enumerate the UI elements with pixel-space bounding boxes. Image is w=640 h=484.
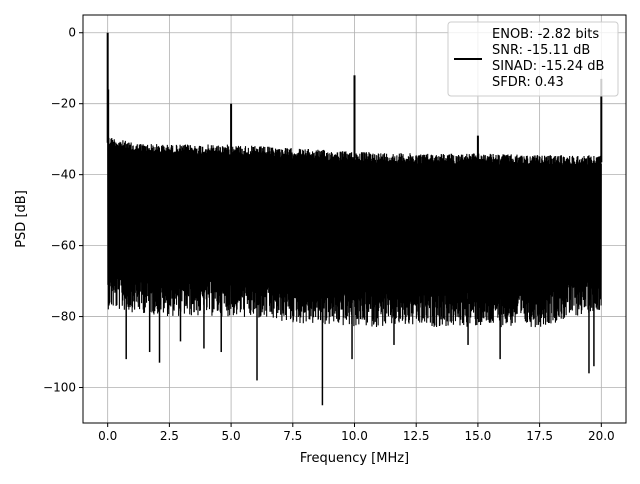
axis-ticks: 0.0 2.5 5.0 7.5 10.0 12.5 15.0 17.5 20.0 0 −20 −40 −… bbox=[43, 26, 615, 443]
x-tick-label: 0.0 bbox=[98, 429, 117, 443]
x-tick-label: 10.0 bbox=[341, 429, 368, 443]
y-tick-label: −100 bbox=[43, 381, 76, 395]
x-tick-label: 7.5 bbox=[283, 429, 302, 443]
psd-noise-trace bbox=[107, 137, 602, 328]
y-tick-label: −20 bbox=[51, 97, 76, 111]
x-tick-label: 15.0 bbox=[465, 429, 492, 443]
y-tick-label: −60 bbox=[51, 239, 76, 253]
legend-sfdr: SFDR: 0.43 bbox=[492, 75, 564, 90]
y-axis-label: PSD [dB] bbox=[14, 190, 29, 248]
x-axis-label: Frequency [MHz] bbox=[300, 451, 409, 466]
legend: ENOB: -2.82 bits SNR: -15.11 dB SINAD: -… bbox=[447, 21, 619, 97]
y-tick-label: −40 bbox=[51, 168, 76, 182]
y-tick-label: −80 bbox=[51, 310, 76, 324]
legend-snr: SNR: -15.11 dB bbox=[492, 43, 590, 58]
x-tick-label: 17.5 bbox=[526, 429, 553, 443]
legend-enob: ENOB: -2.82 bits bbox=[492, 27, 599, 42]
y-tick-label: 0 bbox=[68, 26, 76, 40]
psd-series bbox=[106, 32, 603, 406]
legend-box bbox=[447, 21, 619, 97]
x-tick-label: 5.0 bbox=[222, 429, 241, 443]
x-tick-label: 12.5 bbox=[403, 429, 430, 443]
legend-sinad: SINAD: -15.24 dB bbox=[492, 59, 604, 74]
x-tick-label: 20.0 bbox=[588, 429, 615, 443]
x-tick-label: 2.5 bbox=[160, 429, 179, 443]
